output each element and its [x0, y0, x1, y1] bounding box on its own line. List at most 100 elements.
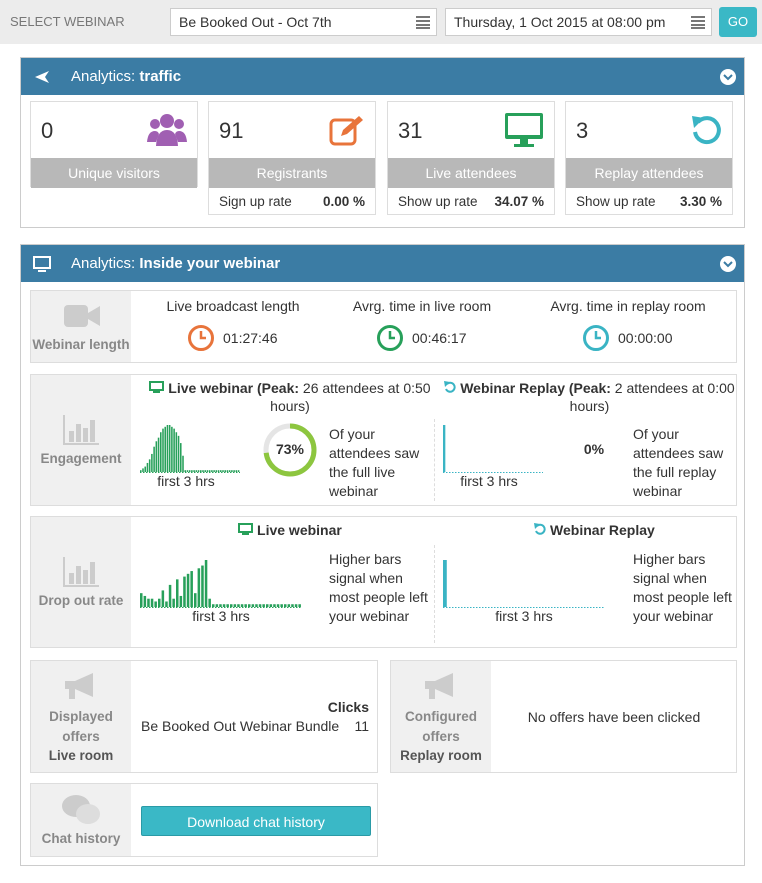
axis-label: first 3 hrs [460, 473, 518, 489]
replay-icon [692, 116, 721, 145]
row-label: Drop out rate [31, 517, 131, 647]
bar [237, 470, 240, 472]
date-select[interactable]: Thursday, 1 Oct 2015 at 08:00 pm [445, 8, 712, 36]
live-title: Live webinar [140, 521, 440, 539]
chat-icon [62, 795, 100, 824]
title-prefix: Analytics: [71, 255, 136, 272]
live-title: Live webinar (Peak: 26 attendees at 0:50… [140, 379, 440, 415]
sparkline [140, 560, 302, 608]
bar [191, 470, 193, 472]
card-label: Registrants [209, 158, 375, 188]
column-header: Clicks [327, 699, 369, 715]
collapse-button[interactable] [719, 255, 737, 273]
monitor-icon [505, 113, 543, 147]
bar [443, 560, 447, 607]
bar [262, 604, 265, 607]
bar [284, 604, 287, 607]
stat-label: Live broadcast length [166, 298, 300, 314]
donut-arc [263, 423, 317, 477]
bar [215, 604, 219, 607]
bar [291, 604, 294, 607]
room-label: Replay room [400, 748, 482, 763]
video-icon [64, 305, 100, 327]
collapse-button[interactable] [719, 68, 737, 86]
bar [193, 470, 195, 472]
bar [222, 470, 224, 472]
bar [213, 470, 215, 472]
percent-label: 0% [583, 441, 605, 457]
label-text: Displayed offers [49, 709, 113, 744]
webinar-select[interactable]: Be Booked Out - Oct 7th [170, 8, 437, 36]
bar [179, 595, 183, 607]
bar [233, 604, 237, 607]
bar [146, 462, 149, 472]
rate-value: 34.07 % [494, 194, 544, 209]
bar [151, 453, 153, 472]
bar [165, 601, 168, 607]
monitor-icon [149, 381, 165, 393]
bar [226, 470, 229, 472]
label-text: Chat history [41, 831, 121, 846]
row-label: Engagement [31, 375, 131, 505]
bar [155, 441, 158, 472]
chat-row: Chat history Download chat history [30, 783, 378, 857]
title-bold: Webinar Replay (Peak: [460, 380, 611, 396]
donut [263, 423, 317, 477]
clock-hands [199, 331, 206, 340]
bar [190, 571, 193, 607]
panel-header: Analytics: Inside your webinar [21, 245, 744, 282]
title-rest: 26 attendees at 0:50 hours) [270, 380, 431, 414]
row-label: Webinar length [31, 291, 131, 362]
bar [258, 604, 262, 607]
axis-label: first 3 hrs [157, 473, 215, 489]
bar [208, 598, 211, 607]
bar [269, 604, 273, 607]
clock-hands [594, 331, 601, 340]
bar [233, 470, 235, 472]
bar [182, 455, 184, 472]
plane-icon [35, 71, 49, 83]
bar [144, 466, 146, 472]
clock-face [583, 325, 609, 351]
row-label: Chat history [31, 784, 131, 856]
bar [186, 470, 189, 472]
clock-hands [388, 331, 395, 340]
title-rest: 2 attendees at 0:00 hours) [569, 380, 735, 414]
bar [180, 443, 182, 472]
date-text: Thursday, 1 Oct 2015 at 08:00 pm [454, 14, 666, 30]
edit-icon [329, 116, 363, 146]
download-button[interactable]: Download chat history [141, 806, 371, 836]
replay-icon [444, 381, 456, 393]
bar [215, 470, 218, 472]
card: 0 Unique visitors [30, 101, 198, 188]
bar [158, 598, 161, 607]
bar [280, 604, 283, 607]
panel-header: Analytics: traffic [21, 58, 744, 95]
bar [230, 604, 233, 607]
bar [206, 470, 209, 472]
go-button[interactable]: GO [719, 7, 757, 37]
card-value: 91 [219, 118, 244, 143]
rate-value: 0.00 % [322, 194, 365, 209]
bar [186, 573, 190, 607]
bar [219, 604, 222, 607]
monitor-icon [238, 523, 254, 535]
bar [147, 598, 150, 607]
bar [162, 428, 164, 472]
title-bold: Live webinar (Peak: [168, 380, 300, 396]
row-label: Displayed offers Live room [31, 661, 131, 772]
rate-label: Show up rate [576, 194, 656, 209]
title-bold: Live webinar [257, 522, 342, 538]
bar [143, 595, 147, 607]
caption: Of your attendees saw the full live webi… [329, 426, 420, 499]
megaphone-icon [65, 673, 93, 699]
bar [194, 593, 197, 607]
bar [176, 579, 179, 607]
bar [224, 470, 226, 472]
divider [434, 545, 435, 643]
bar [204, 470, 206, 472]
chart-icon [63, 557, 99, 587]
bar [173, 428, 175, 472]
bar [276, 604, 280, 607]
card-value: 0 [41, 118, 54, 143]
